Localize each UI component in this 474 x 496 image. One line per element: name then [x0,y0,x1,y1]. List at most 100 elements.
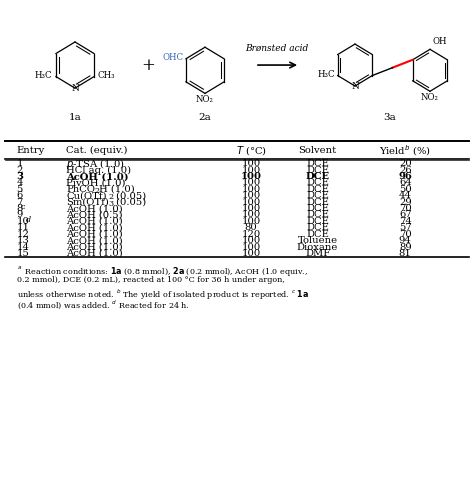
Text: Reaction conditions: $\mathbf{1a}$ (0.8 mmol), $\mathbf{2a}$ (0.2 mmol), AcOH (1: Reaction conditions: $\mathbf{1a}$ (0.8 … [22,265,308,278]
Text: 94: 94 [399,236,412,245]
Text: 100: 100 [242,249,261,258]
Text: DCE: DCE [306,159,329,168]
Text: 5: 5 [17,185,23,194]
Text: 100: 100 [242,159,261,168]
Text: Yield$^b$ (%): Yield$^b$ (%) [379,143,431,158]
Text: 74: 74 [399,217,412,226]
Text: 3: 3 [109,199,113,208]
Text: 1: 1 [17,159,23,168]
Text: 100: 100 [242,179,261,187]
Text: Solvent: Solvent [299,146,337,155]
Text: 9: 9 [17,210,23,220]
Text: DCE: DCE [306,179,329,187]
Text: 20: 20 [399,159,411,168]
Text: 100: 100 [242,198,261,207]
Text: 89: 89 [399,243,411,251]
Text: DCE: DCE [306,198,329,207]
Text: 100: 100 [242,243,261,251]
Text: 26: 26 [399,166,411,175]
Text: DCE: DCE [306,217,329,226]
Text: DCE: DCE [306,230,329,239]
Text: $T$ (°C): $T$ (°C) [236,144,267,157]
Text: 96: 96 [398,172,412,181]
Text: DCE: DCE [306,166,329,175]
Text: 7: 7 [17,198,23,207]
Text: 2a: 2a [199,113,211,122]
Text: 29: 29 [399,198,411,207]
Text: HCl aq. (1.0): HCl aq. (1.0) [66,166,131,175]
Text: 100: 100 [241,172,262,181]
Text: 3: 3 [17,172,24,181]
Text: 80: 80 [245,223,257,232]
Text: unless otherwise noted. $^b$ The yield of isolated product is reported. $^c$ $\m: unless otherwise noted. $^b$ The yield o… [17,288,309,302]
Text: N: N [71,84,79,93]
Text: DCE: DCE [306,204,329,213]
Text: DMF: DMF [305,249,330,258]
Text: H (1.0): H (1.0) [100,185,135,194]
Text: 2: 2 [109,193,113,201]
Text: CH₃: CH₃ [97,71,115,80]
Text: 120: 120 [242,230,261,239]
Text: DCE: DCE [306,185,329,194]
Text: Cu(OTf): Cu(OTf) [66,191,107,200]
Text: 81: 81 [399,249,412,258]
Text: d: d [26,216,31,224]
Text: 0.2 mmol), DCE (0.2 mL), reacted at 100 °C for 36 h under argon,: 0.2 mmol), DCE (0.2 mL), reacted at 100 … [17,276,284,285]
Text: NO₂: NO₂ [196,95,214,105]
Text: 15: 15 [17,249,29,258]
Text: AcOH (1.0): AcOH (1.0) [66,243,123,251]
Text: 1a: 1a [69,113,82,122]
Text: AcOH (1.0): AcOH (1.0) [66,172,129,181]
Text: 100: 100 [242,210,261,220]
Text: DCE: DCE [306,172,329,181]
Text: 12: 12 [17,230,29,239]
Text: 100: 100 [242,236,261,245]
Text: Entry: Entry [17,146,45,155]
Text: 70: 70 [399,204,411,213]
Text: 100: 100 [242,204,261,213]
Text: AcOH (1.0): AcOH (1.0) [66,204,123,213]
Text: 10: 10 [17,217,29,226]
Text: OH: OH [433,37,447,46]
Text: 100: 100 [242,217,261,226]
Text: DCE: DCE [306,191,329,200]
Text: 67: 67 [399,210,411,220]
Text: Toluene: Toluene [298,236,337,245]
Text: N: N [351,81,359,91]
Text: H₃C: H₃C [317,70,335,79]
Text: (0.05): (0.05) [113,191,146,200]
Text: 2: 2 [94,187,100,195]
Text: 100: 100 [242,191,261,200]
Text: 100: 100 [242,185,261,194]
Text: (0.05): (0.05) [113,198,146,207]
Text: AcOH (1.0): AcOH (1.0) [66,217,123,226]
Text: 44: 44 [399,191,412,200]
Text: AcOH (1.0): AcOH (1.0) [66,236,123,245]
Text: NO₂: NO₂ [421,93,439,102]
Text: $p$-TSA (1.0): $p$-TSA (1.0) [66,157,125,171]
Text: 8: 8 [17,204,23,213]
Text: PhCO: PhCO [66,185,95,194]
Text: Dioxane: Dioxane [297,243,338,251]
Text: (0.4 mmol) was added. $^d$ Reacted for 24 h.: (0.4 mmol) was added. $^d$ Reacted for 2… [17,299,189,311]
Text: $^a$: $^a$ [17,265,22,273]
Text: 13: 13 [17,236,29,245]
Text: c: c [21,203,26,211]
Text: DCE: DCE [306,210,329,220]
Text: 100: 100 [242,166,261,175]
Text: 70: 70 [399,230,411,239]
Text: 64: 64 [399,179,411,187]
Text: Cat. (equiv.): Cat. (equiv.) [66,146,128,155]
Text: 11: 11 [17,223,29,232]
Text: 4: 4 [17,179,23,187]
Text: AcOH (1.0): AcOH (1.0) [66,230,123,239]
Text: PivOH (1.0): PivOH (1.0) [66,179,126,187]
Text: AcOH (1.0): AcOH (1.0) [66,223,123,232]
Text: Sm(OTf): Sm(OTf) [66,198,109,207]
Text: AcOH (1.0): AcOH (1.0) [66,249,123,258]
Text: +: + [141,57,155,73]
Text: 2: 2 [17,166,23,175]
Text: Brønsted acid: Brønsted acid [246,44,309,53]
Text: H₃C: H₃C [34,71,52,80]
Text: 57: 57 [399,223,411,232]
